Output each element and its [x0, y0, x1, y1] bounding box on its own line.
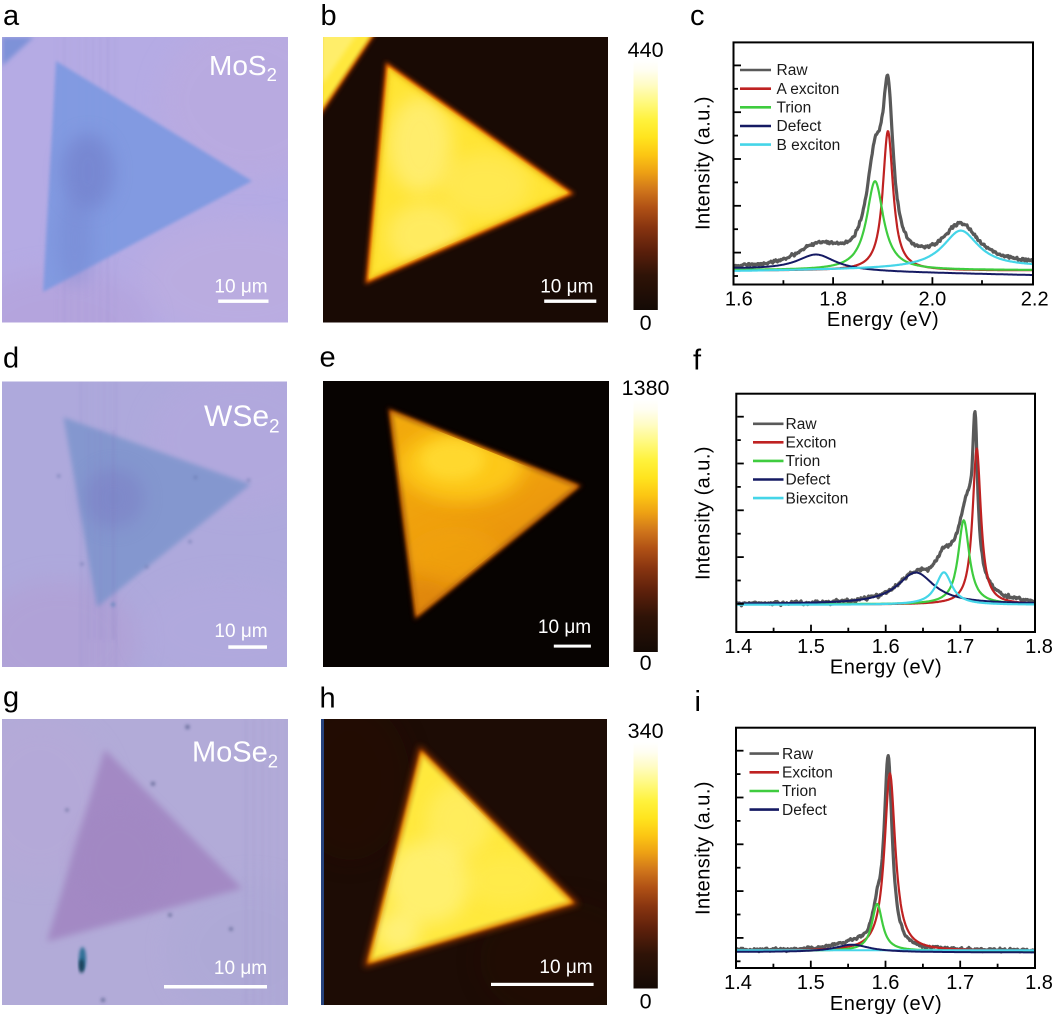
svg-text:2.0: 2.0 [918, 289, 946, 311]
svg-text:0: 0 [640, 990, 652, 1014]
svg-text:MoSe2: MoSe2 [192, 737, 278, 772]
svg-text:1.5: 1.5 [797, 636, 825, 658]
svg-text:1.7: 1.7 [946, 972, 974, 994]
svg-text:f: f [693, 345, 702, 377]
svg-text:1.7: 1.7 [946, 636, 974, 658]
svg-text:340: 340 [628, 719, 664, 743]
svg-text:Exciton: Exciton [786, 435, 837, 452]
svg-text:0: 0 [640, 311, 652, 335]
svg-text:a: a [3, 0, 20, 32]
svg-text:Intensity (a.u.): Intensity (a.u.) [693, 446, 715, 580]
svg-text:h: h [320, 683, 336, 715]
svg-text:Biexciton: Biexciton [786, 490, 849, 507]
svg-text:Intensity (a.u.): Intensity (a.u.) [693, 96, 715, 230]
svg-text:Raw: Raw [786, 416, 818, 433]
svg-text:i: i [695, 686, 701, 718]
svg-text:g: g [3, 682, 19, 714]
svg-text:WSe2: WSe2 [204, 400, 280, 438]
svg-text:440: 440 [628, 38, 664, 62]
svg-text:Energy (eV): Energy (eV) [827, 309, 939, 331]
svg-text:Raw: Raw [782, 746, 814, 763]
svg-text:1.8: 1.8 [1025, 636, 1053, 658]
svg-text:10 μm: 10 μm [540, 277, 593, 298]
svg-text:MoS2: MoS2 [209, 50, 277, 85]
svg-text:1.4: 1.4 [724, 972, 752, 994]
svg-text:Energy (eV): Energy (eV) [830, 993, 942, 1015]
svg-text:1.6: 1.6 [872, 636, 900, 658]
svg-text:1.6: 1.6 [725, 289, 753, 311]
svg-text:1.8: 1.8 [819, 289, 847, 311]
svg-text:1380: 1380 [622, 376, 670, 400]
svg-text:B exciton: B exciton [777, 137, 841, 154]
svg-text:1.8: 1.8 [1025, 972, 1053, 994]
svg-text:d: d [3, 343, 19, 375]
svg-text:1.4: 1.4 [724, 636, 752, 658]
svg-text:1.5: 1.5 [797, 972, 825, 994]
svg-text:10 μm: 10 μm [214, 958, 267, 979]
svg-text:1.6: 1.6 [872, 972, 900, 994]
svg-text:Trion: Trion [786, 453, 821, 470]
svg-text:A exciton: A exciton [777, 81, 840, 98]
svg-text:Exciton: Exciton [782, 765, 833, 782]
svg-text:c: c [690, 0, 705, 32]
svg-text:10 μm: 10 μm [214, 276, 267, 297]
svg-text:2.2: 2.2 [1021, 289, 1049, 311]
svg-text:Energy (eV): Energy (eV) [830, 657, 942, 679]
svg-text:Raw: Raw [777, 62, 809, 79]
svg-text:10 μm: 10 μm [214, 621, 267, 642]
svg-text:Trion: Trion [782, 783, 817, 800]
svg-text:Trion: Trion [777, 100, 812, 117]
svg-text:e: e [320, 342, 336, 374]
svg-text:Defect: Defect [786, 472, 831, 489]
svg-text:0: 0 [640, 651, 652, 675]
svg-text:b: b [321, 0, 337, 32]
svg-text:Defect: Defect [782, 802, 827, 819]
svg-text:Defect: Defect [777, 118, 822, 135]
svg-text:10 μm: 10 μm [538, 617, 591, 638]
svg-text:10 μm: 10 μm [539, 957, 592, 978]
svg-text:Intensity (a.u.): Intensity (a.u.) [693, 781, 715, 915]
